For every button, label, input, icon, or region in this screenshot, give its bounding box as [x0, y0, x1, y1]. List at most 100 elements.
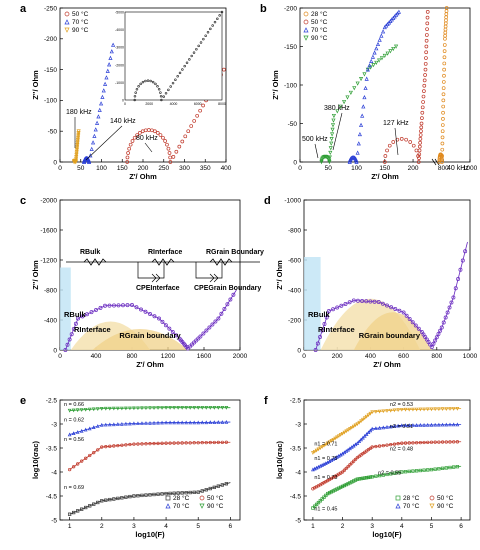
data-point — [172, 406, 176, 410]
data-point — [116, 443, 120, 448]
data-point — [75, 141, 80, 146]
x-tick-label: 150 — [117, 165, 128, 172]
data-point — [172, 420, 176, 425]
series-line — [69, 421, 231, 435]
data-point — [444, 407, 449, 411]
data-point — [364, 76, 369, 81]
y-tick-label: -50 — [48, 129, 58, 136]
data-point — [188, 441, 192, 445]
data-point — [418, 407, 423, 412]
data-point — [422, 83, 427, 88]
data-point — [156, 420, 160, 425]
data-point — [156, 441, 160, 446]
data-point — [359, 437, 363, 442]
panel-letter: a — [20, 3, 27, 15]
x-tick-label: 5 — [196, 523, 200, 530]
data-point — [351, 298, 356, 303]
data-point — [439, 156, 444, 160]
inset-point — [141, 80, 145, 84]
data-point — [407, 441, 411, 445]
inset-point — [133, 98, 136, 102]
data-point — [185, 346, 190, 351]
inset-point — [159, 91, 162, 94]
legend-marker — [429, 495, 435, 501]
data-point — [338, 104, 343, 109]
panel-letter: e — [20, 395, 26, 407]
data-point — [418, 133, 423, 137]
panel-b: 0 50 100 150 200 800 1000 0 -50 -100 -150 -200 Z'/ O… — [260, 3, 478, 181]
data-point — [136, 421, 140, 426]
data-point — [156, 406, 160, 410]
data-point — [157, 316, 161, 321]
data-point — [212, 406, 217, 410]
data-point — [423, 67, 428, 72]
annotation: 500 kHz — [302, 136, 328, 143]
data-point — [116, 303, 121, 308]
data-point — [414, 407, 419, 412]
legend-marker — [199, 495, 205, 501]
inset-point — [183, 64, 186, 68]
data-point — [71, 327, 76, 331]
data-point — [331, 489, 335, 493]
data-point — [318, 499, 322, 503]
data-point — [425, 9, 430, 14]
data-point — [93, 127, 98, 132]
data-point — [330, 132, 335, 137]
data-point — [422, 422, 426, 427]
data-point — [437, 467, 441, 471]
panel-c: 0 400 800 1200 1600 2000 0 -400 -800 -1200 -1600 -2… — [20, 195, 264, 369]
data-point — [144, 421, 148, 425]
data-point — [389, 472, 393, 476]
data-point — [411, 469, 415, 473]
r-bulk-label: RBulk — [80, 249, 100, 256]
x-tick-label: 0 — [302, 353, 306, 360]
x-tick-label: 2000 — [233, 353, 248, 360]
data-point — [438, 328, 443, 333]
inset-y-tick-label: 0 — [122, 99, 124, 103]
y-tick-label: -4 — [51, 469, 57, 476]
y-tick-label: -250 — [44, 5, 57, 12]
data-point — [354, 159, 359, 164]
data-point — [76, 134, 81, 139]
data-point — [196, 420, 201, 425]
data-point — [164, 491, 168, 496]
data-point — [146, 128, 151, 132]
data-point — [201, 331, 206, 336]
data-point — [143, 128, 148, 133]
data-point — [152, 420, 156, 425]
data-point — [357, 477, 361, 481]
data-point — [186, 129, 191, 134]
data-point — [124, 421, 128, 426]
data-point — [455, 407, 460, 411]
data-point — [331, 437, 336, 442]
data-point — [424, 44, 429, 49]
data-point — [83, 407, 88, 412]
data-point — [312, 449, 317, 454]
data-point — [152, 441, 156, 446]
data-point — [381, 409, 386, 414]
cpe-interface-element — [137, 262, 165, 283]
data-point — [445, 310, 450, 315]
data-point — [420, 110, 425, 115]
panel-letter: f — [264, 395, 268, 407]
data-point — [192, 119, 197, 123]
data-point — [220, 406, 225, 410]
data-point — [174, 149, 179, 154]
data-point — [377, 473, 382, 478]
data-point — [387, 143, 392, 148]
data-point — [108, 444, 112, 448]
data-point — [314, 448, 319, 453]
x-tick-label: 100 — [351, 165, 362, 172]
annotation-arrow — [144, 142, 153, 153]
inset-point — [171, 81, 175, 85]
data-point — [84, 505, 88, 510]
data-point — [442, 43, 447, 47]
data-point — [357, 439, 362, 444]
data-point — [208, 440, 212, 445]
data-point — [79, 428, 84, 433]
inset-point — [178, 71, 182, 75]
data-point — [420, 116, 424, 120]
inset-point — [195, 47, 198, 51]
x-tick-label: 200 — [332, 353, 343, 360]
data-point — [99, 422, 104, 427]
